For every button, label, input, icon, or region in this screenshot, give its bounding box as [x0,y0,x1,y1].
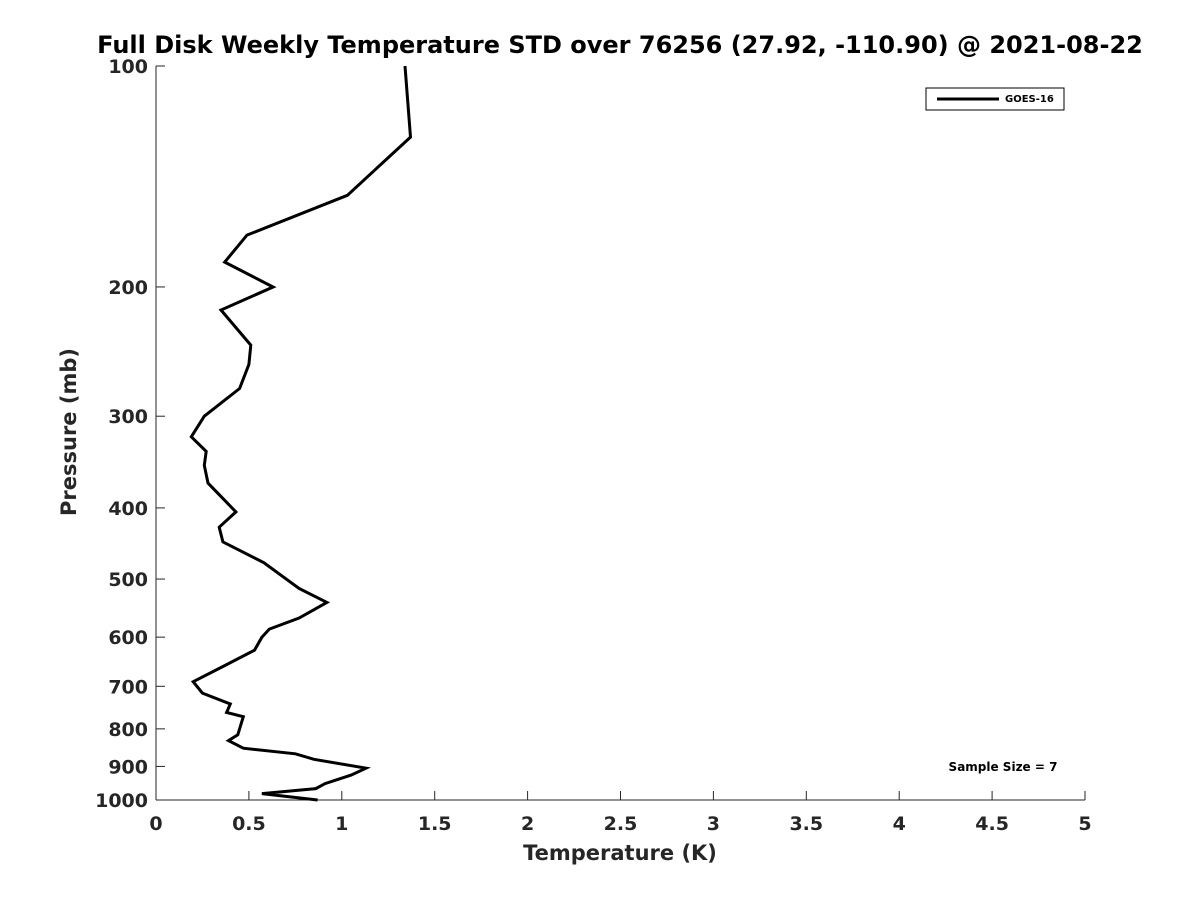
y-tick-label: 800 [108,719,148,741]
sample-size-annotation: Sample Size = 7 [949,760,1058,774]
y-tick-label: 400 [108,498,148,520]
legend: GOES-16 [925,87,1065,111]
x-tick-label: 2 [521,813,534,835]
x-tick-label: 5 [1078,813,1091,835]
y-axis-label: Pressure (mb) [57,348,81,516]
y-tick-label: 900 [108,756,148,778]
x-tick-label: 1.5 [418,813,452,835]
y-tick-label: 100 [108,56,148,78]
x-tick-label: 4.5 [975,813,1009,835]
axes [155,66,1085,801]
y-tick-label: 200 [108,277,148,299]
legend-label-goes-16: GOES-16 [1005,94,1054,105]
x-tick-label: 1 [335,813,348,835]
x-axis-label: Temperature (K) [523,841,717,865]
x-ticks: 0 0.5 1 1.5 2 2.5 3 3.5 4 4.5 5 [149,791,1092,835]
x-tick-label: 3.5 [789,813,823,835]
y-tick-label: 600 [108,627,148,649]
x-tick-label: 0 [149,813,162,835]
y-tick-label: 700 [108,676,148,698]
x-tick-label: 3 [707,813,720,835]
series-line-goes-16 [189,65,413,802]
x-tick-label: 2.5 [604,813,638,835]
x-tick-label: 4 [893,813,906,835]
chart-title: Full Disk Weekly Temperature STD over 76… [97,31,1143,59]
y-tick-label: 500 [108,569,148,591]
y-ticks: 100 200 300 400 500 600 700 800 900 1000 [95,56,165,812]
y-tick-label: 1000 [95,790,148,812]
series-layer [189,65,413,802]
y-tick-label: 300 [108,406,148,428]
x-tick-label: 0.5 [232,813,266,835]
